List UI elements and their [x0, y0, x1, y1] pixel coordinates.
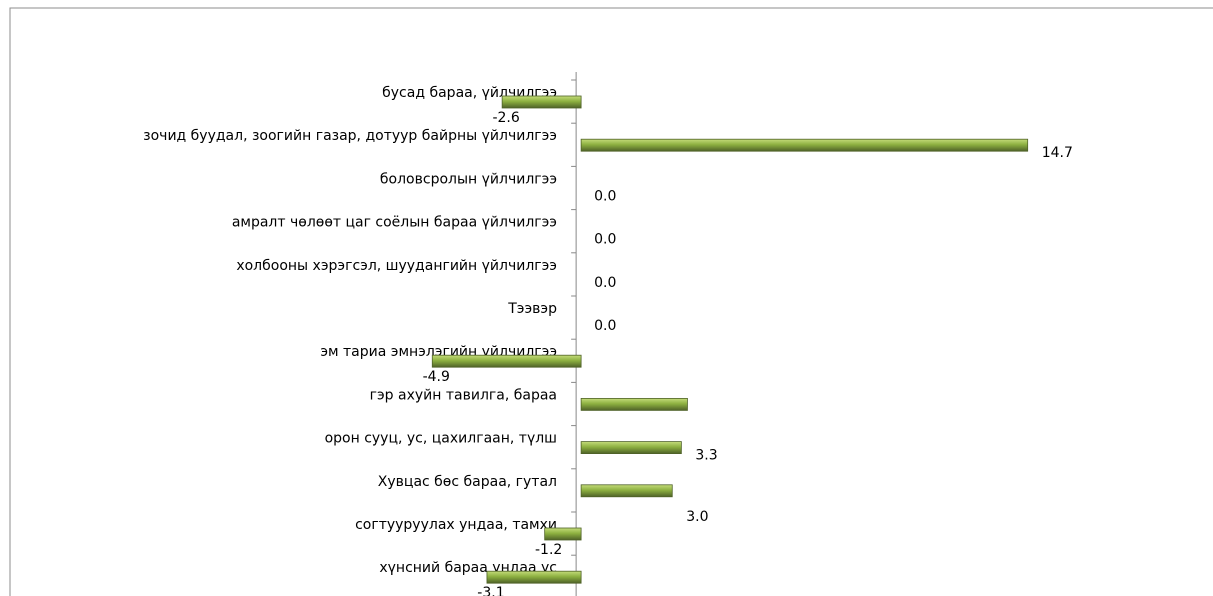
value-label: -2.6 — [492, 110, 519, 126]
bar — [580, 397, 688, 411]
value-label: 0.0 — [594, 275, 616, 291]
category-label: амралт чөлөөт цаг соёлын бараа үйлчилгээ — [232, 215, 557, 231]
category-label: Хувцас бөс бараа, гутал — [378, 474, 557, 490]
value-label: 0.0 — [594, 188, 616, 204]
value-label: 14.7 — [1042, 145, 1073, 161]
bar — [580, 441, 682, 455]
category-label: зочид буудал, зоогийн газар, дотуур байр… — [143, 128, 557, 144]
bar — [544, 527, 582, 541]
value-label: 0.0 — [594, 232, 616, 248]
category-label: согтууруулах ундаа, тамхи — [355, 517, 557, 533]
category-label: орон сууц, ус, цахилгаан, түлш — [325, 431, 557, 447]
value-label: -3.1 — [477, 585, 504, 596]
bar — [580, 484, 673, 498]
bar — [501, 95, 582, 109]
chart-frame — [9, 7, 1213, 596]
value-label: 3.3 — [695, 448, 717, 464]
bar — [431, 354, 582, 368]
category-label: боловсролын үйлчилгээ — [380, 171, 557, 187]
bar — [486, 570, 582, 584]
category-label: холбооны хэрэгсэл, шуудангийн үйлчилгээ — [236, 258, 557, 274]
value-label: -1.2 — [535, 542, 562, 558]
value-label: 0.0 — [594, 318, 616, 334]
category-label: гэр ахуйн тавилга, бараа — [370, 387, 557, 403]
bar — [580, 138, 1029, 152]
value-label: 3.0 — [686, 509, 708, 525]
value-label: -4.9 — [423, 369, 450, 385]
category-label: Тээвэр — [507, 301, 557, 317]
